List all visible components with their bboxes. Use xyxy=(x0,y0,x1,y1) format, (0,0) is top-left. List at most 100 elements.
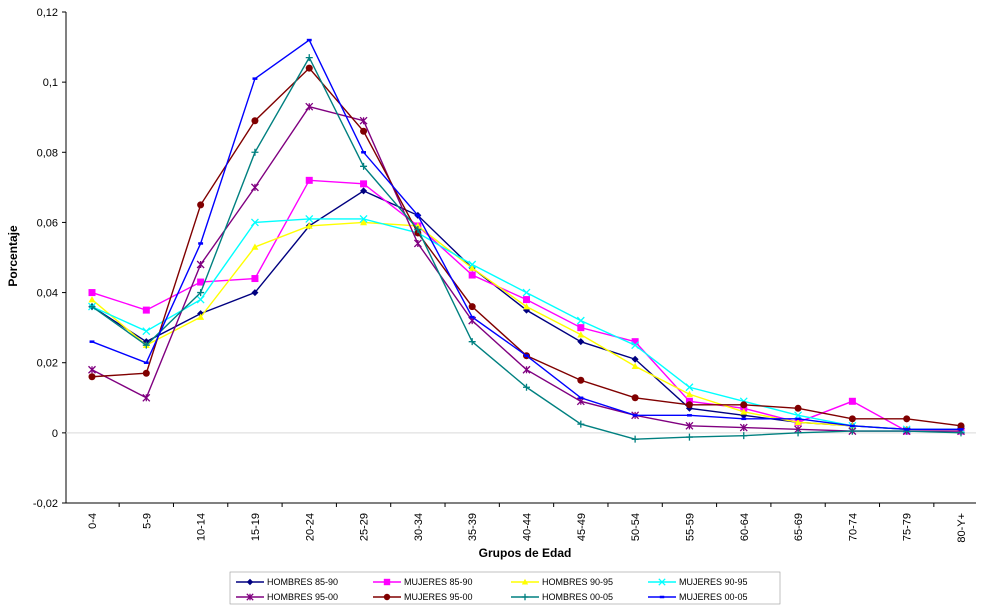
series-mujeres-95-00 xyxy=(88,64,965,430)
series-hombres-85-90 xyxy=(88,187,965,433)
data-point xyxy=(142,306,150,314)
data-point xyxy=(631,394,639,402)
data-point xyxy=(957,422,965,430)
data-point xyxy=(631,341,640,350)
x-tick-label: 65-69 xyxy=(793,513,805,541)
data-point xyxy=(685,401,693,409)
y-tick-label: 0,06 xyxy=(37,217,58,229)
data-point xyxy=(468,260,477,269)
x-tick-label: 0-4 xyxy=(87,513,99,529)
data-point xyxy=(577,331,585,338)
data-point xyxy=(794,429,802,437)
data-point xyxy=(250,218,259,227)
data-point xyxy=(468,303,476,311)
legend-label: MUJERES 90-95 xyxy=(679,577,748,587)
data-point xyxy=(196,260,205,269)
data-point xyxy=(88,296,96,303)
x-tick-label: 35-39 xyxy=(467,513,479,541)
data-point xyxy=(521,578,529,585)
data-point xyxy=(522,365,531,374)
data-point xyxy=(794,404,802,412)
data-point xyxy=(251,275,259,283)
data-point xyxy=(631,355,639,363)
data-point xyxy=(848,427,856,435)
data-point xyxy=(740,404,748,412)
data-point xyxy=(197,313,205,320)
data-point xyxy=(359,214,368,223)
data-point xyxy=(794,418,802,426)
data-point xyxy=(305,54,313,62)
y-tick-label: 0,12 xyxy=(37,7,58,19)
data-point xyxy=(413,239,422,248)
series-line xyxy=(91,218,961,431)
data-point xyxy=(685,397,693,405)
y-tick-label: 0,08 xyxy=(37,147,58,159)
axes: -0,02 0 0,02 0,04 0,06 0,08 0,1 0,12 0-4 5-9 10-14… xyxy=(33,7,976,543)
data-point xyxy=(523,303,530,310)
legend: HOMBRES 85-90 MUJERES 85-90 HOMBRES 90-95 M… xyxy=(229,571,781,605)
data-point xyxy=(305,214,314,223)
legend-item: MUJERES 90-95 xyxy=(648,577,748,587)
data-point xyxy=(522,288,531,297)
x-tick-label: 70-74 xyxy=(847,513,859,541)
data-point xyxy=(577,420,585,428)
data-point xyxy=(468,338,476,346)
legend-label: HOMBRES 85-90 xyxy=(267,577,338,587)
data-point xyxy=(360,218,368,226)
data-point xyxy=(360,162,368,170)
x-tick-label: 45-49 xyxy=(576,513,588,541)
data-point xyxy=(305,102,314,111)
data-point xyxy=(88,303,96,311)
series-hombres-00-05 xyxy=(88,54,965,443)
legend-label: HOMBRES 95-00 xyxy=(267,592,338,602)
legend-item: MUJERES 85-90 xyxy=(373,577,473,587)
data-point xyxy=(360,187,368,195)
x-tick-label: 30-34 xyxy=(413,513,425,541)
legend-label: HOMBRES 00-05 xyxy=(542,592,613,602)
legend-item: HOMBRES 90-95 xyxy=(511,577,613,587)
data-point xyxy=(658,578,666,586)
x-tick-label: 10-14 xyxy=(196,513,208,541)
data-point xyxy=(197,289,205,297)
x-tick-label: 50-54 xyxy=(630,513,642,541)
data-point xyxy=(576,316,585,325)
data-point xyxy=(360,127,368,135)
data-point xyxy=(251,117,259,125)
data-point xyxy=(251,289,259,297)
data-point xyxy=(383,593,391,601)
data-point xyxy=(631,435,639,443)
data-point xyxy=(246,593,254,601)
legend-item: HOMBRES 00-05 xyxy=(511,592,613,602)
x-tick-label: 5-9 xyxy=(141,513,153,529)
legend-box xyxy=(229,571,781,605)
x-tick-label: 15-19 xyxy=(250,513,262,541)
data-point xyxy=(142,393,151,402)
x-tick-label: 80-Y+ xyxy=(956,513,968,543)
data-point xyxy=(577,338,585,346)
data-point xyxy=(88,289,96,297)
series-hombres-90-95 xyxy=(88,218,965,433)
y-tick-label: 0,1 xyxy=(43,77,58,89)
series-group xyxy=(88,38,965,443)
data-point xyxy=(251,148,259,156)
data-point xyxy=(196,295,205,304)
data-point xyxy=(685,421,694,430)
data-point xyxy=(414,229,422,237)
legend-item: HOMBRES 95-00 xyxy=(236,592,338,602)
series-mujeres-90-95 xyxy=(88,214,965,434)
data-point xyxy=(142,327,151,336)
y-tick-label: 0,04 xyxy=(37,288,58,300)
data-point xyxy=(142,341,150,349)
x-tick-label: 75-79 xyxy=(902,513,914,541)
data-point xyxy=(142,369,150,377)
legend-label: MUJERES 00-05 xyxy=(679,592,748,602)
x-tick-label: 60-64 xyxy=(739,513,751,541)
x-tick-label: 40-44 xyxy=(522,513,534,541)
data-point xyxy=(360,180,368,188)
data-point xyxy=(848,415,856,423)
data-point xyxy=(251,243,259,250)
y-tick-label: -0,02 xyxy=(33,498,58,510)
x-tick-label: 25-29 xyxy=(359,513,371,541)
data-point xyxy=(88,373,96,381)
